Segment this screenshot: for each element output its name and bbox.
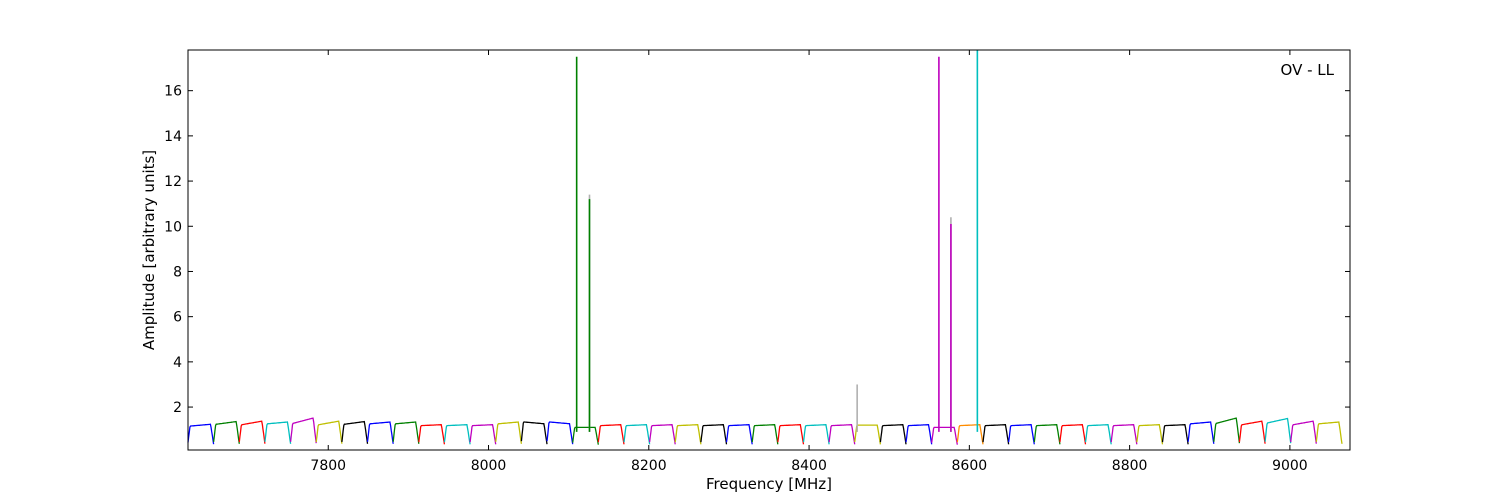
- channel-curve: [1084, 424, 1112, 445]
- x-tick-label: 8200: [631, 458, 667, 474]
- y-tick-label: 4: [173, 355, 182, 371]
- y-axis-ticks: 2 4 6 8 10 12 14 16: [164, 84, 1350, 416]
- channel-curve: [777, 424, 805, 445]
- channel-curve: [418, 424, 446, 445]
- channel-curve: [366, 421, 394, 444]
- x-tick-label: 9000: [1272, 458, 1308, 474]
- channel-curve: [443, 424, 471, 445]
- y-tick-label: 12: [164, 174, 182, 190]
- channel-curve: [1136, 424, 1164, 445]
- channel-curve: [1213, 417, 1241, 444]
- x-tick-label: 8400: [791, 458, 827, 474]
- channel-curve: [1238, 420, 1266, 444]
- annotation-label: OV - LL: [1281, 61, 1335, 79]
- channel-curve: [1264, 417, 1292, 444]
- x-tick-label: 8800: [1112, 458, 1148, 474]
- x-axis-title: Frequency [MHz]: [706, 475, 832, 493]
- channel-curve: [905, 424, 933, 445]
- channel-curve: [700, 424, 728, 445]
- channel-curve: [648, 424, 676, 445]
- x-axis-ticks: 7800 8000 8200 8400 8600 8800 9000: [310, 50, 1308, 474]
- channel-curve: [212, 420, 240, 444]
- channel-curve: [623, 424, 651, 445]
- channel-curve: [187, 423, 215, 445]
- x-tick-label: 8600: [952, 458, 988, 474]
- channel-curves: [187, 417, 1343, 445]
- channel-curve: [674, 424, 702, 445]
- channel-curve: [1315, 421, 1343, 444]
- channel-curve: [931, 426, 958, 445]
- y-tick-label: 16: [164, 84, 182, 100]
- channel-curve: [597, 424, 625, 445]
- channel-curve: [264, 421, 292, 444]
- x-tick-label: 7800: [310, 458, 346, 474]
- spectral-spikes: [575, 50, 979, 432]
- channel-curve: [879, 424, 907, 445]
- channel-curve: [1187, 421, 1215, 444]
- channel-curve: [751, 424, 779, 445]
- channel-curve: [1161, 424, 1189, 445]
- channel-curve: [982, 424, 1010, 445]
- channel-curve: [1110, 424, 1138, 445]
- channel-curve: [802, 424, 830, 445]
- y-tick-label: 10: [164, 219, 182, 235]
- channel-curve: [341, 420, 369, 444]
- y-tick-label: 14: [164, 129, 182, 145]
- channel-curve: [1290, 420, 1317, 444]
- channel-curve: [315, 420, 343, 444]
- channel-curve: [289, 417, 317, 444]
- plot-frame: [187, 49, 1351, 451]
- y-tick-label: 6: [173, 310, 182, 326]
- channel-curve: [1033, 424, 1061, 445]
- channel-curve: [238, 420, 266, 444]
- y-tick-label: 8: [173, 264, 182, 280]
- channel-curve: [1059, 424, 1087, 445]
- channel-curve: [854, 424, 882, 445]
- channel-curve: [520, 421, 548, 445]
- channel-curve: [956, 424, 984, 445]
- channel-curve: [469, 424, 497, 445]
- channel-curve: [1007, 424, 1035, 445]
- channel-curve: [495, 421, 523, 444]
- channel-curve: [725, 424, 753, 445]
- channel-curve: [546, 421, 574, 445]
- channel-curve: [392, 421, 420, 444]
- x-tick-label: 8000: [471, 458, 507, 474]
- y-tick-label: 2: [173, 400, 182, 416]
- channel-curve: [828, 424, 856, 445]
- y-axis-title: Amplitude [arbitrary units]: [140, 150, 158, 350]
